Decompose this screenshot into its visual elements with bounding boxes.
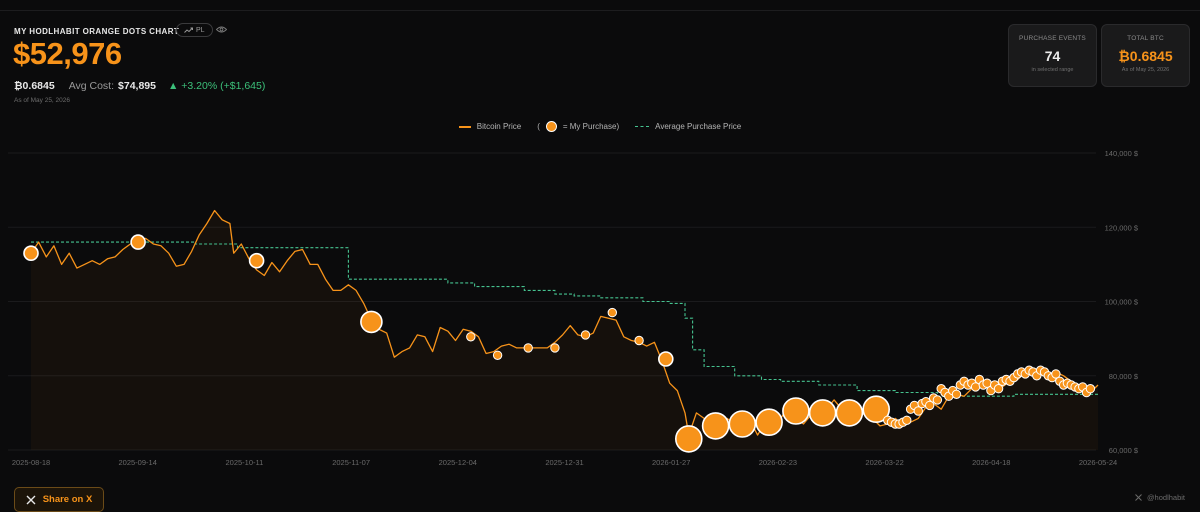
pl-toggle-button[interactable]: PL	[176, 23, 213, 37]
x-tick-label: 2026-03-22	[865, 458, 903, 467]
purchase-dot	[835, 399, 864, 427]
x-tick-label: 2025-08-18	[12, 458, 50, 467]
x-tick-label: 2025-12-04	[439, 458, 477, 467]
purchase-dot	[862, 395, 891, 424]
y-tick-label: 100,000 $	[1105, 298, 1139, 307]
x-logo-icon	[26, 495, 36, 504]
purchase-dot	[755, 408, 783, 437]
x-tick-label: 2025-12-31	[545, 458, 583, 467]
legend-purchase-label: = My Purchase)	[562, 122, 620, 131]
total-btc-label: TOTAL BTC	[1127, 35, 1164, 42]
top-border	[0, 10, 1200, 11]
trend-up-icon	[184, 27, 193, 33]
legend-purchase-open: (	[537, 122, 540, 131]
purchase-dot	[782, 397, 810, 425]
share-on-x-button[interactable]: Share on X	[14, 487, 104, 512]
total-btc-value: ₿0.6845	[1118, 48, 1173, 64]
y-tick-label: 140,000 $	[1105, 149, 1139, 158]
purchase-dot	[932, 395, 943, 405]
purchase-dot	[993, 384, 1004, 394]
legend-average-swatch	[635, 126, 650, 127]
legend-item-average[interactable]: Average Purchase Price	[635, 121, 741, 132]
total-btc-sub: As of May 25, 2026	[1121, 67, 1170, 73]
tick-labels-layer: 60,000 $ 80,000 $ 100,000 $ 120,000 $ 140,00…	[12, 149, 1139, 467]
x-tick-label: 2025-10-11	[225, 458, 263, 467]
purchase-dot	[674, 425, 703, 453]
handle-watermark: @hodlhabit	[1135, 493, 1185, 502]
total-btc-card: TOTAL BTC ₿0.6845 As of May 25, 2026	[1101, 24, 1190, 87]
legend-item-price[interactable]: Bitcoin Price	[458, 121, 522, 132]
purchase-dot	[701, 412, 730, 440]
y-tick-label: 60,000 $	[1109, 446, 1139, 455]
x-tick-label: 2025-11-07	[332, 458, 370, 467]
purchase-dot	[728, 410, 757, 438]
purchase-events-sub: in selected range	[1031, 67, 1074, 73]
purchase-dots-layer	[23, 234, 1096, 453]
x-tick-label: 2025-09-14	[119, 458, 157, 467]
x-tick-label: 2026-02-23	[759, 458, 797, 467]
avg-cost-value: $74,895	[118, 80, 156, 92]
stats-row: ₿0.6845 Avg Cost: $74,895 ▲ +3.20% (+$1,…	[14, 80, 265, 92]
price-area	[31, 210, 1098, 450]
legend-average-label: Average Purchase Price	[655, 122, 742, 131]
grid-layer	[8, 152, 1096, 451]
purchase-dot	[902, 415, 912, 425]
purchase-events-value: 74	[1044, 48, 1061, 64]
x-logo-small-icon	[1135, 494, 1142, 501]
purchase-dot	[1085, 384, 1096, 394]
pl-toggle-label: PL	[196, 26, 205, 34]
purchase-dot	[23, 245, 39, 261]
purchase-dot	[951, 389, 962, 399]
purchase-events-label: PURCHASE EVENTS	[1019, 35, 1086, 42]
y-tick-label: 120,000 $	[1105, 223, 1139, 232]
x-tick-label: 2026-01-27	[652, 458, 690, 467]
legend-price-swatch	[458, 125, 471, 128]
legend-item-purchase[interactable]: ( = My Purchase)	[537, 121, 619, 132]
purchase-dot	[466, 332, 476, 342]
chart-title: MY HODLHABIT ORANGE DOTS CHART	[14, 27, 180, 36]
avg-cost-label: Avg Cost:	[68, 80, 115, 92]
btc-amount: ₿0.6845	[14, 80, 55, 92]
purchase-dot	[607, 307, 617, 318]
share-label: Share on X	[42, 494, 93, 505]
average-purchase-price-line	[31, 241, 1099, 397]
purchase-dot	[492, 350, 503, 360]
average-line-layer	[31, 241, 1099, 397]
purchase-dot	[634, 335, 644, 346]
purchase-dot	[913, 406, 923, 416]
purchase-dot	[657, 351, 674, 367]
purchase-events-card: PURCHASE EVENTS 74 in selected range	[1008, 24, 1097, 87]
portfolio-value: $52,976	[13, 36, 122, 71]
legend-purchase-dot	[545, 121, 557, 132]
purchase-dot	[130, 234, 146, 250]
purchase-dot	[550, 343, 560, 353]
purchase-dot	[580, 330, 591, 340]
purchase-dot	[1051, 369, 1061, 379]
chart-legend: Bitcoin Price ( = My Purchase) Average P…	[0, 121, 1200, 132]
y-tick-label: 80,000 $	[1109, 372, 1139, 381]
x-tick-label: 2026-04-18	[972, 458, 1010, 467]
x-tick-label: 2026-05-24	[1079, 458, 1117, 467]
handle-text: @hodlhabit	[1146, 493, 1185, 502]
purchase-dot	[360, 310, 383, 334]
profit-change: ▲ +3.20% (+$1,645)	[167, 80, 266, 92]
purchase-dot	[523, 343, 533, 353]
legend-price-label: Bitcoin Price	[476, 122, 522, 131]
eye-icon[interactable]	[216, 26, 227, 33]
area-layer	[31, 210, 1098, 450]
purchase-dot	[248, 252, 265, 269]
purchase-dot	[808, 399, 837, 427]
as-of-date: As of May 25, 2026	[14, 97, 71, 104]
purchase-dot	[925, 400, 935, 411]
